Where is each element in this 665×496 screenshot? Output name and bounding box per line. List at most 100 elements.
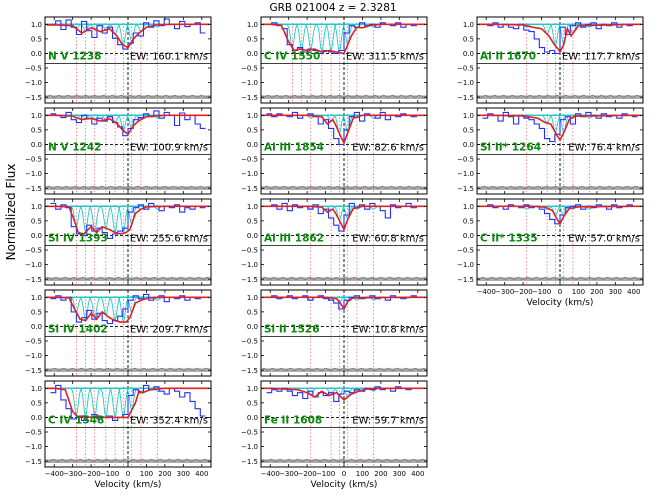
x-tick-label: 0 <box>342 470 346 478</box>
x-tick-label: 0 <box>126 470 130 478</box>
line-label: C IV 1550 <box>264 50 320 62</box>
total-fit <box>262 296 426 311</box>
y-tick-label: 1.0 <box>247 21 258 29</box>
error-spectrum <box>262 458 426 462</box>
panel: −1.5 −1.0 −0.5 0.0 0.5 1.0 C IV 1550 EW: 311.5 … <box>241 16 428 104</box>
y-tick-label: −0.5 <box>241 247 258 255</box>
y-tick-label: 0.0 <box>31 50 42 58</box>
x-tick-label: −100 <box>532 288 551 296</box>
panel: −1.5 −1.0 −0.5 0.0 0.5 1.0 Al II 1670 EW: 117.7… <box>457 16 644 104</box>
total-fit <box>262 387 426 401</box>
error-spectrum <box>262 367 426 371</box>
y-tick-label: 1.0 <box>247 203 258 211</box>
flux-spectrum <box>266 295 422 310</box>
y-tick-label: 0.5 <box>463 217 474 225</box>
y-tick-label: 0.5 <box>463 35 474 43</box>
y-tick-label: 0.5 <box>31 399 42 407</box>
y-tick-label: 1.0 <box>463 112 474 120</box>
y-tick-label: −0.5 <box>241 156 258 164</box>
x-tick-label: −200 <box>513 288 532 296</box>
x-tick-label: 0 <box>558 288 562 296</box>
flux-spectrum <box>50 110 206 137</box>
x-tick-label: −300 <box>63 470 82 478</box>
panel: −1.5 −1.0 −0.5 0.0 0.5 1.0 Si II 1526 EW: 10.8 … <box>241 289 428 377</box>
panel: −1.5 −1.0 −0.5 0.0 0.5 1.0 N V 1242 EW: 100.9 k… <box>25 107 212 195</box>
figure-title: GRB 021004 z = 2.3281 <box>269 2 396 14</box>
y-tick-label: −1.5 <box>241 185 258 193</box>
x-tick-label: 300 <box>393 470 406 478</box>
error-spectrum <box>46 94 210 98</box>
total-fit <box>46 114 210 136</box>
y-tick-label: 0.5 <box>31 126 42 134</box>
ew-label: EW: 60.8 km/s <box>352 233 424 244</box>
ew-label: EW: 76.4 km/s <box>568 142 640 153</box>
line-label: N V 1242 <box>48 141 101 153</box>
y-tick-label: −1.0 <box>25 443 42 451</box>
y-tick-label: 0.5 <box>247 217 258 225</box>
y-tick-label: −0.5 <box>25 247 42 255</box>
y-tick-label: 1.0 <box>31 385 42 393</box>
y-tick-label: 0.5 <box>31 35 42 43</box>
ew-label: EW: 117.7 km/s <box>562 51 640 62</box>
y-tick-label: −1.5 <box>241 276 258 284</box>
y-tick-label: −1.0 <box>457 170 474 178</box>
x-tick-label: 300 <box>609 288 622 296</box>
line-label: Fe II 1608 <box>264 414 322 426</box>
y-tick-label: −0.5 <box>241 65 258 73</box>
x-tick-label: 200 <box>374 470 387 478</box>
total-fit <box>262 114 426 146</box>
y-tick-label: −1.5 <box>25 367 42 375</box>
panel-grid: −1.5 −1.0 −0.5 0.0 0.5 1.0 N V 1238 EW: 160.1 k… <box>25 16 644 490</box>
error-spectrum <box>478 276 642 280</box>
panel: −1.5 −1.0 −0.5 0.0 0.5 1.0 Al III 1854 EW: 82.6… <box>241 107 428 195</box>
y-tick-label: −0.5 <box>241 338 258 346</box>
x-tick-label: 200 <box>158 470 171 478</box>
y-tick-label: 0.0 <box>247 141 258 149</box>
flux-spectrum <box>266 386 422 402</box>
panel: −1.5 −1.0 −0.5 0.0 0.5 1.0 N V 1238 EW: 160.1 k… <box>25 16 212 104</box>
x-tick-label: −100 <box>100 470 119 478</box>
y-tick-label: −1.0 <box>25 79 42 87</box>
x-tick-label: 200 <box>590 288 603 296</box>
error-spectrum <box>46 185 210 189</box>
y-axis-label: Normalized Flux <box>4 164 18 261</box>
x-tick-label: 100 <box>140 470 153 478</box>
x-tick-label: −200 <box>297 470 316 478</box>
x-tick-label: 400 <box>627 288 640 296</box>
y-tick-label: −1.5 <box>241 367 258 375</box>
y-tick-label: 0.0 <box>463 232 474 240</box>
panel: −1.5 −1.0 −0.5 0.0 0.5 1.0 Al III 1862 EW: 60.8… <box>241 198 428 286</box>
total-fit <box>46 296 210 323</box>
y-tick-label: 1.0 <box>247 385 258 393</box>
y-tick-label: −1.0 <box>241 443 258 451</box>
y-tick-label: 0.0 <box>247 323 258 331</box>
y-tick-label: 0.0 <box>247 50 258 58</box>
ew-label: EW: 311.5 km/s <box>346 51 424 62</box>
total-fit <box>478 23 642 54</box>
y-tick-label: −1.0 <box>241 261 258 269</box>
y-tick-label: −1.5 <box>25 185 42 193</box>
x-tick-label: −400 <box>261 470 280 478</box>
total-fit <box>262 205 426 232</box>
ew-label: EW: 57.0 km/s <box>568 233 640 244</box>
y-tick-label: 1.0 <box>463 203 474 211</box>
x-tick-label: −200 <box>81 470 100 478</box>
y-tick-label: −1.0 <box>241 170 258 178</box>
line-label: Si IV 1402 <box>48 323 108 335</box>
panel: −1.5 −1.0 −0.5 0.0 0.5 1.0 Si IV 1402 EW: 209.7… <box>25 289 212 377</box>
y-tick-label: 1.0 <box>247 294 258 302</box>
y-tick-label: 0.0 <box>31 323 42 331</box>
y-tick-label: −0.5 <box>25 338 42 346</box>
x-tick-label: 400 <box>411 470 424 478</box>
total-fit <box>478 114 642 142</box>
ew-label: EW: 160.1 km/s <box>130 51 208 62</box>
y-tick-label: −1.0 <box>241 79 258 87</box>
x-tick-label: 100 <box>356 470 369 478</box>
x-axis-label: Velocity (km/s) <box>527 298 594 308</box>
line-label: Al III 1862 <box>264 232 324 244</box>
y-tick-label: 0.0 <box>31 141 42 149</box>
ew-label: EW: 255.6 km/s <box>130 233 208 244</box>
y-tick-label: 0.5 <box>247 126 258 134</box>
y-tick-label: −1.0 <box>25 352 42 360</box>
